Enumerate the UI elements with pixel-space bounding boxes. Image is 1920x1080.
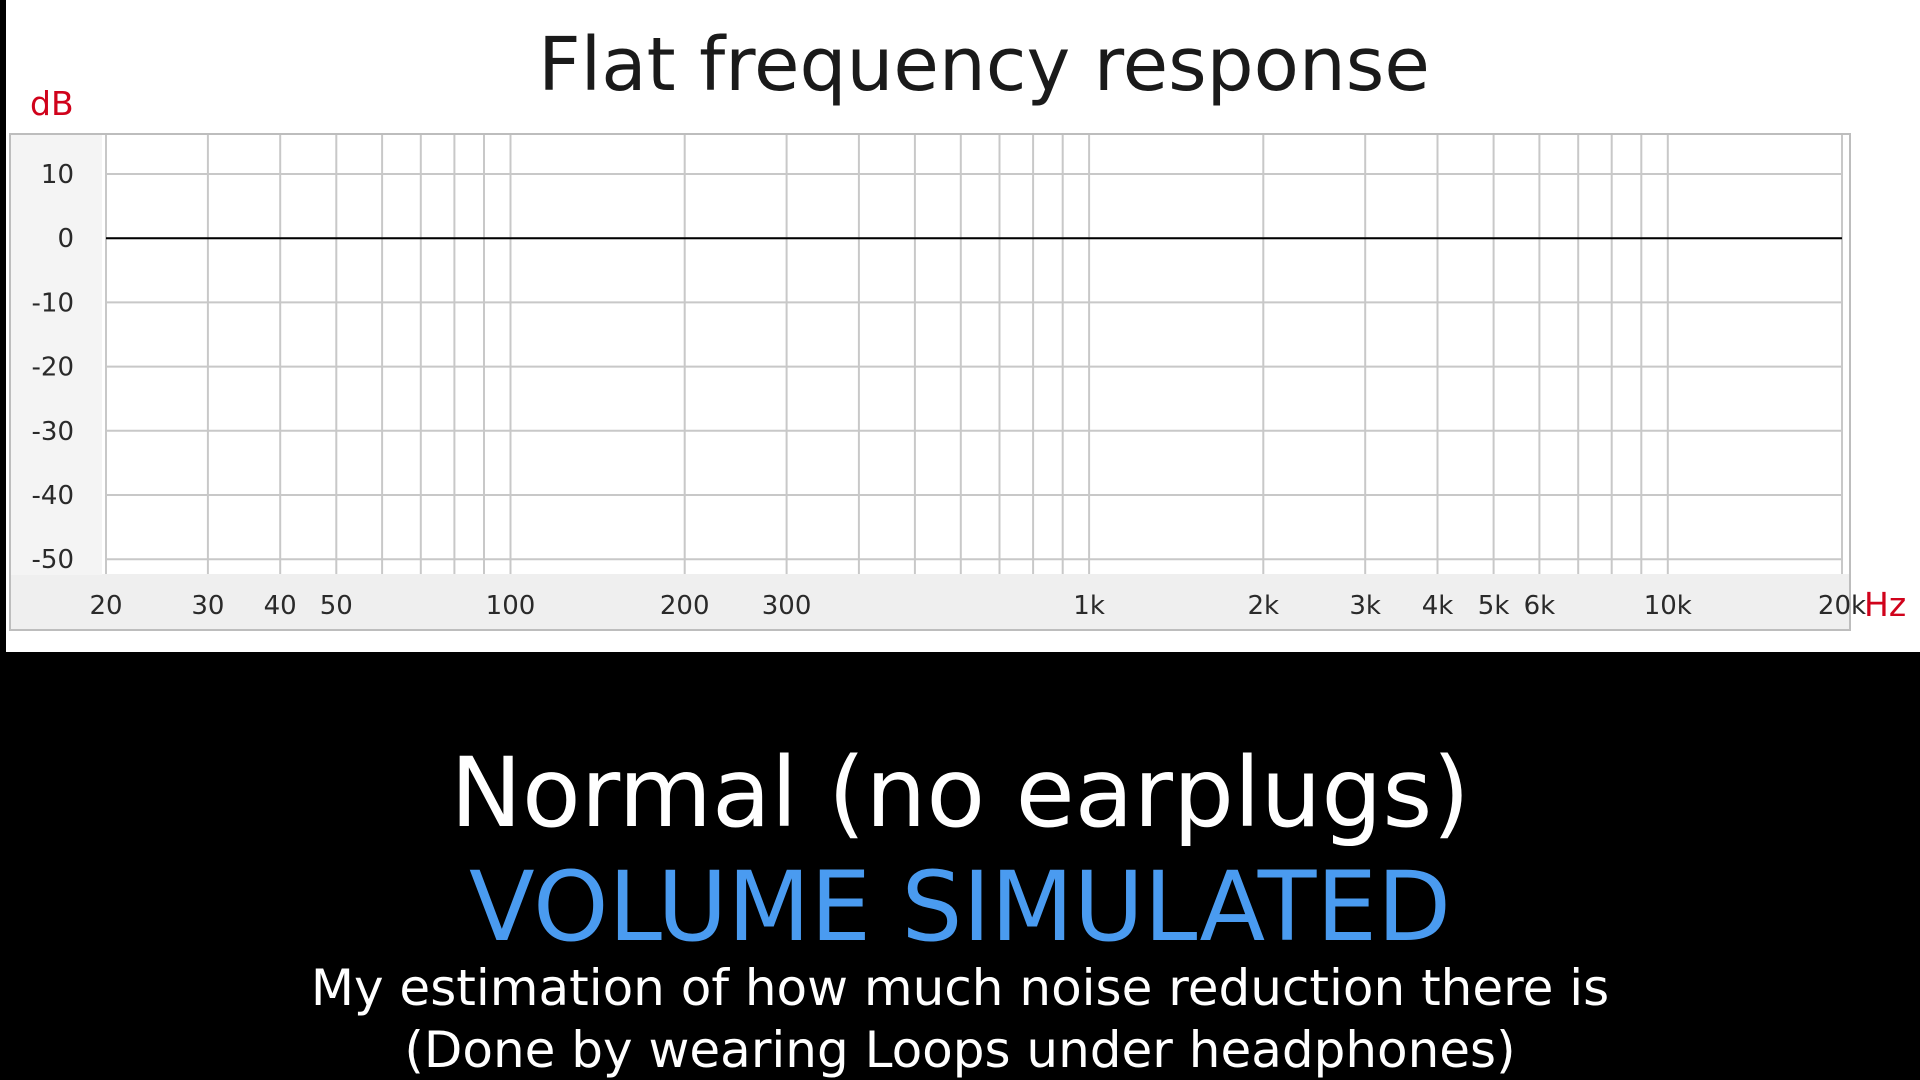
x-axis-band xyxy=(11,574,1849,629)
x-axis-unit-label: Hz xyxy=(1864,585,1906,624)
x-tick-label: 4k xyxy=(1422,591,1454,621)
chart-title: Flat frequency response xyxy=(538,22,1430,108)
x-tick-label: 6k xyxy=(1524,591,1556,621)
y-axis-unit-label: dB xyxy=(30,84,74,123)
x-tick-label: 300 xyxy=(762,591,812,621)
x-tick-labels: 20 30 40 50 100 200 300 1k 2k 3k 4k 5k 6k 10k 20k xyxy=(89,591,1866,621)
grid-lines xyxy=(105,135,1843,574)
caption-highlight: VOLUME SIMULATED xyxy=(469,851,1451,963)
y-tick-labels: 10 0 -10 -20 -30 -40 -50 xyxy=(32,160,74,575)
x-tick-label: 3k xyxy=(1349,591,1381,621)
y-tick-label: 0 xyxy=(57,224,74,254)
caption-note-line-2: (Done by wearing Loops under headphones) xyxy=(404,1021,1516,1079)
y-axis-band xyxy=(11,135,102,575)
x-tick-label: 50 xyxy=(320,591,353,621)
y-tick-label: -10 xyxy=(32,288,74,318)
frequency-response-chart: 100-10-20-30-40-50 20 30 40 50 100 200 300 1k 2k… xyxy=(9,22,1906,631)
x-tick-label: 100 xyxy=(486,591,536,621)
y-tick-label: -50 xyxy=(32,545,74,575)
y-tick-label: -20 xyxy=(32,353,74,383)
x-tick-label: 30 xyxy=(191,591,224,621)
x-tick-label: 1k xyxy=(1073,591,1105,621)
x-tick-label: 2k xyxy=(1247,591,1279,621)
caption-main: Normal (no earplugs) xyxy=(450,737,1470,849)
y-tick-label: -40 xyxy=(32,481,74,511)
y-tick-label: -30 xyxy=(32,417,74,447)
x-tick-label: 200 xyxy=(660,591,710,621)
y-tick-label: 10 xyxy=(41,160,74,190)
caption-note-line-1: My estimation of how much noise reductio… xyxy=(310,959,1610,1017)
x-tick-label: 20 xyxy=(89,591,122,621)
x-tick-label: 20k xyxy=(1818,591,1866,621)
x-tick-label: 40 xyxy=(264,591,297,621)
chart-panel: 10 0 -10 -20 -30 -40 -50 20 30 40 50 100 200 300 1k 2k… xyxy=(6,0,1920,652)
x-tick-label: 5k xyxy=(1478,591,1510,621)
plot-frame-area xyxy=(9,133,1851,631)
x-tick-label: 10k xyxy=(1644,591,1692,621)
